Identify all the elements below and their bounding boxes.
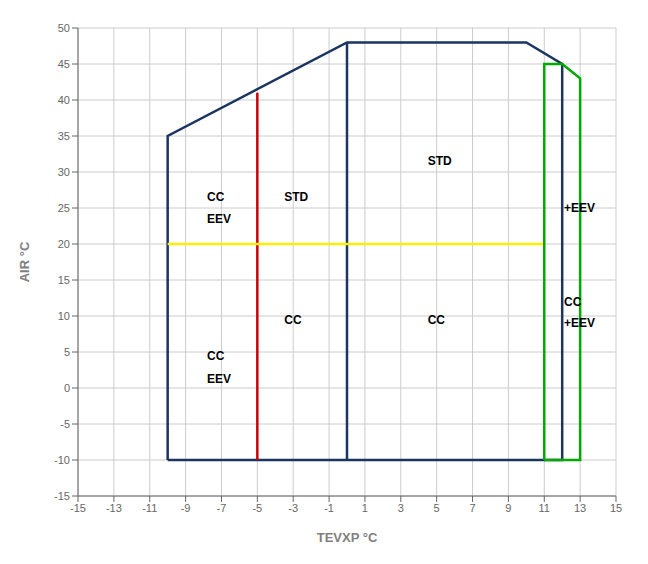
svg-text:CC: CC — [428, 313, 446, 327]
svg-text:3: 3 — [398, 502, 404, 514]
svg-text:STD: STD — [284, 190, 308, 204]
svg-text:25: 25 — [58, 202, 70, 214]
svg-text:+EEV: +EEV — [564, 201, 595, 215]
svg-text:15: 15 — [58, 274, 70, 286]
svg-text:-3: -3 — [288, 502, 298, 514]
svg-text:-10: -10 — [54, 454, 70, 466]
svg-text:CC: CC — [284, 313, 302, 327]
svg-text:CC: CC — [207, 349, 225, 363]
svg-text:7: 7 — [469, 502, 475, 514]
svg-text:-11: -11 — [142, 502, 157, 514]
svg-text:TEVXP °C: TEVXP °C — [317, 530, 378, 545]
svg-text:20: 20 — [58, 238, 70, 250]
svg-text:30: 30 — [58, 166, 70, 178]
svg-text:-1: -1 — [324, 502, 334, 514]
svg-text:9: 9 — [505, 502, 511, 514]
svg-text:35: 35 — [58, 130, 70, 142]
svg-text:STD: STD — [428, 154, 452, 168]
svg-text:-7: -7 — [217, 502, 227, 514]
svg-text:-15: -15 — [54, 490, 70, 502]
svg-text:1: 1 — [362, 502, 368, 514]
svg-text:-5: -5 — [60, 418, 70, 430]
svg-text:-15: -15 — [70, 502, 86, 514]
svg-text:EEV: EEV — [207, 372, 231, 386]
svg-text:10: 10 — [58, 310, 70, 322]
svg-text:50: 50 — [58, 22, 70, 34]
svg-text:40: 40 — [58, 94, 70, 106]
svg-text:13: 13 — [574, 502, 586, 514]
svg-text:45: 45 — [58, 58, 70, 70]
svg-text:5: 5 — [434, 502, 440, 514]
svg-text:0: 0 — [64, 382, 70, 394]
svg-text:AIR °C: AIR °C — [17, 241, 32, 282]
svg-text:15: 15 — [610, 502, 622, 514]
svg-text:EEV: EEV — [207, 212, 231, 226]
svg-text:-9: -9 — [181, 502, 191, 514]
svg-text:5: 5 — [64, 346, 70, 358]
svg-text:CC: CC — [564, 295, 582, 309]
svg-text:11: 11 — [539, 502, 550, 514]
svg-text:+EEV: +EEV — [564, 316, 595, 330]
svg-text:CC: CC — [207, 190, 225, 204]
svg-text:-13: -13 — [106, 502, 122, 514]
svg-text:-5: -5 — [252, 502, 262, 514]
